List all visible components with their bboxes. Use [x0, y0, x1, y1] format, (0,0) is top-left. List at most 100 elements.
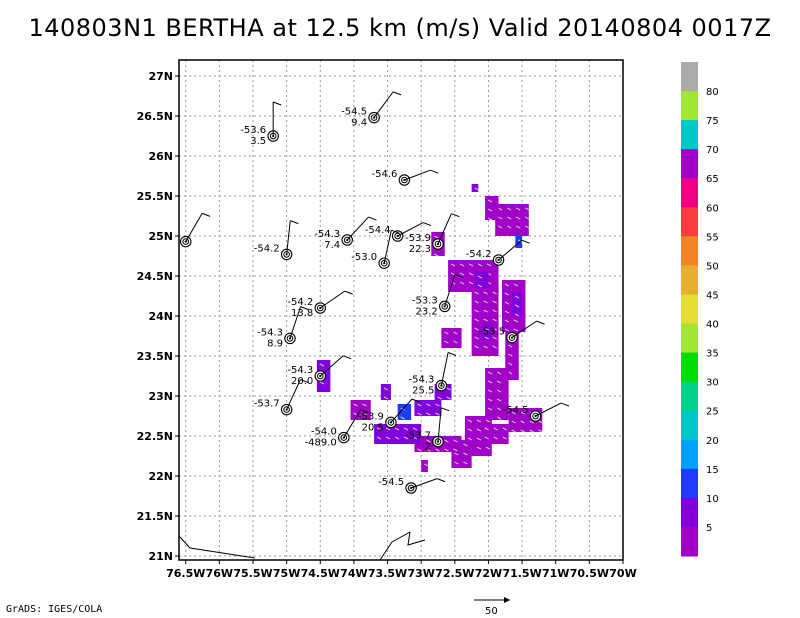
wind-vector — [385, 427, 391, 431]
station-temp: -54.2 — [287, 297, 313, 308]
colorbar-swatch — [681, 178, 698, 208]
scale-arrow: 50 — [474, 597, 510, 617]
station-ring-inner — [316, 304, 324, 312]
station-ring-inner — [370, 114, 378, 121]
colorbar-swatch — [681, 149, 698, 179]
wind-speed-cell — [448, 260, 499, 292]
wind-vector — [484, 336, 489, 340]
wind-vector — [514, 304, 520, 308]
colorbar-label: 10 — [706, 494, 719, 505]
wind-vector — [459, 281, 465, 285]
station-marker: -54.5 — [503, 402, 570, 422]
colorbar-swatch — [681, 294, 698, 325]
wind-vector — [511, 411, 516, 415]
wind-vector — [497, 225, 503, 229]
wind-vector — [508, 344, 513, 348]
wind-barb-flag — [536, 320, 545, 325]
wind-vector — [515, 207, 521, 211]
wind-vector — [477, 284, 483, 288]
station-temp: -54.5 — [503, 405, 529, 416]
station-ring-inner — [441, 303, 449, 310]
station-marker: -53.922.3 — [405, 213, 460, 255]
wind-barb-shaft — [535, 402, 562, 417]
wind-vector — [492, 345, 497, 349]
station-ring-inner — [387, 419, 395, 426]
wind-vector — [474, 291, 479, 295]
station-marker: -54.2 — [254, 220, 299, 261]
wind-vector — [454, 452, 459, 456]
wind-barb-flag — [447, 352, 457, 356]
wind-vector — [484, 427, 489, 431]
y-axis: 21N 21.5N 22N 22.5N 23N 23.5N 24N 24.5N 25N 25.5N… — [137, 70, 179, 563]
colorbar-swatch — [681, 207, 698, 237]
wind-barb-shaft — [185, 213, 203, 242]
wind-vector — [417, 412, 422, 416]
wind-vector — [477, 263, 483, 267]
wind-barb-flag — [273, 101, 282, 106]
footer-credit: GrADS: IGES/COLA — [6, 604, 103, 615]
colorbar-label: 65 — [706, 174, 719, 185]
wind-vector — [492, 291, 497, 295]
station-marker: -53.72 — [405, 407, 450, 453]
wind-barb-shaft — [383, 230, 392, 264]
colorbar-label: 35 — [706, 349, 719, 360]
station-speed: 23.2 — [415, 306, 437, 317]
wind-barb-flag — [430, 169, 439, 174]
wind-barb-flag — [392, 91, 402, 96]
wind-vector — [394, 427, 400, 431]
wind-vector — [496, 416, 502, 420]
station-temp: -54.5 — [341, 107, 367, 118]
wind-vector — [487, 199, 493, 203]
station-speed: 9.4 — [351, 118, 367, 129]
station-speed: 22.3 — [409, 244, 431, 255]
colorbar-label: 15 — [706, 465, 719, 476]
wind-vector — [435, 448, 440, 452]
wind-vector — [496, 407, 502, 411]
colorbar-label: 40 — [706, 320, 719, 331]
wind-vector — [476, 428, 482, 432]
wind-vector — [524, 225, 530, 229]
wind-barb-flag — [440, 407, 450, 412]
wind-vector — [520, 411, 525, 415]
wind-barb-shaft — [373, 91, 394, 118]
wind-vector — [437, 396, 442, 400]
wind-vector — [474, 309, 479, 313]
wind-barb-flag — [436, 478, 446, 483]
x-tick-label: 76.5W — [166, 567, 205, 580]
station-speed: 3.5 — [250, 136, 266, 147]
wind-vector — [474, 336, 479, 340]
wind-vector — [444, 340, 449, 344]
wind-vector — [520, 429, 525, 433]
station-ring-inner — [532, 412, 539, 420]
wind-vector — [376, 436, 382, 440]
station-temp: -54.3 — [287, 365, 313, 376]
wind-vector — [412, 436, 418, 440]
wind-vector — [487, 407, 493, 411]
wind-vector — [362, 403, 367, 407]
wind-vector — [486, 263, 492, 267]
wind-vector — [529, 420, 534, 424]
wind-vector — [463, 461, 468, 465]
y-tick-label: 25.5N — [137, 190, 173, 203]
wind-vector — [412, 427, 418, 431]
colorbar-swatch — [681, 265, 698, 295]
y-tick-label: 21.5N — [137, 510, 173, 523]
wind-vector — [492, 327, 497, 331]
wind-vector — [504, 283, 510, 287]
colorbar-label: 70 — [706, 145, 719, 156]
station-marker: -54.2 — [466, 239, 530, 266]
station-temp: -54.5 — [378, 477, 404, 488]
wind-vector — [483, 291, 488, 295]
wind-barb-shaft — [437, 213, 452, 245]
y-tick-label: 23.5N — [137, 350, 173, 363]
wind-speed-cell — [374, 424, 422, 444]
wind-vector — [483, 318, 488, 322]
wind-vector — [434, 235, 439, 239]
colorbar-label: 75 — [706, 116, 719, 127]
wind-vector — [483, 309, 488, 313]
x-tick-label: 70.5W — [570, 567, 609, 580]
wind-vector — [514, 313, 520, 317]
wind-vector — [376, 427, 382, 431]
station-temp: -53.9 — [405, 233, 431, 244]
wind-vector — [453, 439, 458, 443]
